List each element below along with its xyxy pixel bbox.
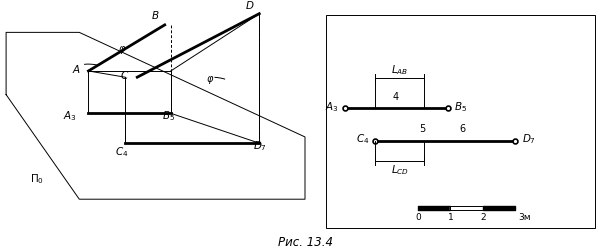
Text: $D_7$: $D_7$ bbox=[522, 132, 536, 146]
Text: $A_3$: $A_3$ bbox=[325, 100, 339, 114]
Text: $B_5$: $B_5$ bbox=[162, 109, 174, 123]
Text: 4: 4 bbox=[392, 92, 398, 102]
Text: D: D bbox=[246, 1, 254, 11]
Text: $C_4$: $C_4$ bbox=[115, 146, 129, 159]
Text: 6: 6 bbox=[459, 124, 465, 134]
Text: $A_3$: $A_3$ bbox=[63, 109, 76, 123]
Text: 3м: 3м bbox=[518, 213, 531, 222]
Text: $\Pi_0$: $\Pi_0$ bbox=[29, 172, 44, 186]
Text: 0: 0 bbox=[415, 213, 421, 222]
Text: $B_5$: $B_5$ bbox=[454, 100, 467, 114]
Text: B: B bbox=[152, 11, 159, 21]
Text: $C_4$: $C_4$ bbox=[356, 132, 369, 146]
Text: $L_{CD}$: $L_{CD}$ bbox=[390, 164, 409, 178]
Bar bbox=[418, 206, 515, 210]
Text: 1: 1 bbox=[448, 213, 453, 222]
Bar bbox=[326, 15, 595, 228]
Text: 2: 2 bbox=[480, 213, 486, 222]
Text: C: C bbox=[121, 71, 128, 81]
Text: $L_{AB}$: $L_{AB}$ bbox=[391, 63, 408, 77]
Text: $\varphi$: $\varphi$ bbox=[206, 74, 215, 86]
Text: $\varphi$: $\varphi$ bbox=[118, 44, 126, 56]
Text: 5: 5 bbox=[419, 124, 425, 134]
Text: Рис. 13.4: Рис. 13.4 bbox=[278, 236, 332, 249]
Text: A: A bbox=[72, 65, 79, 75]
Text: $D_7$: $D_7$ bbox=[253, 139, 267, 153]
